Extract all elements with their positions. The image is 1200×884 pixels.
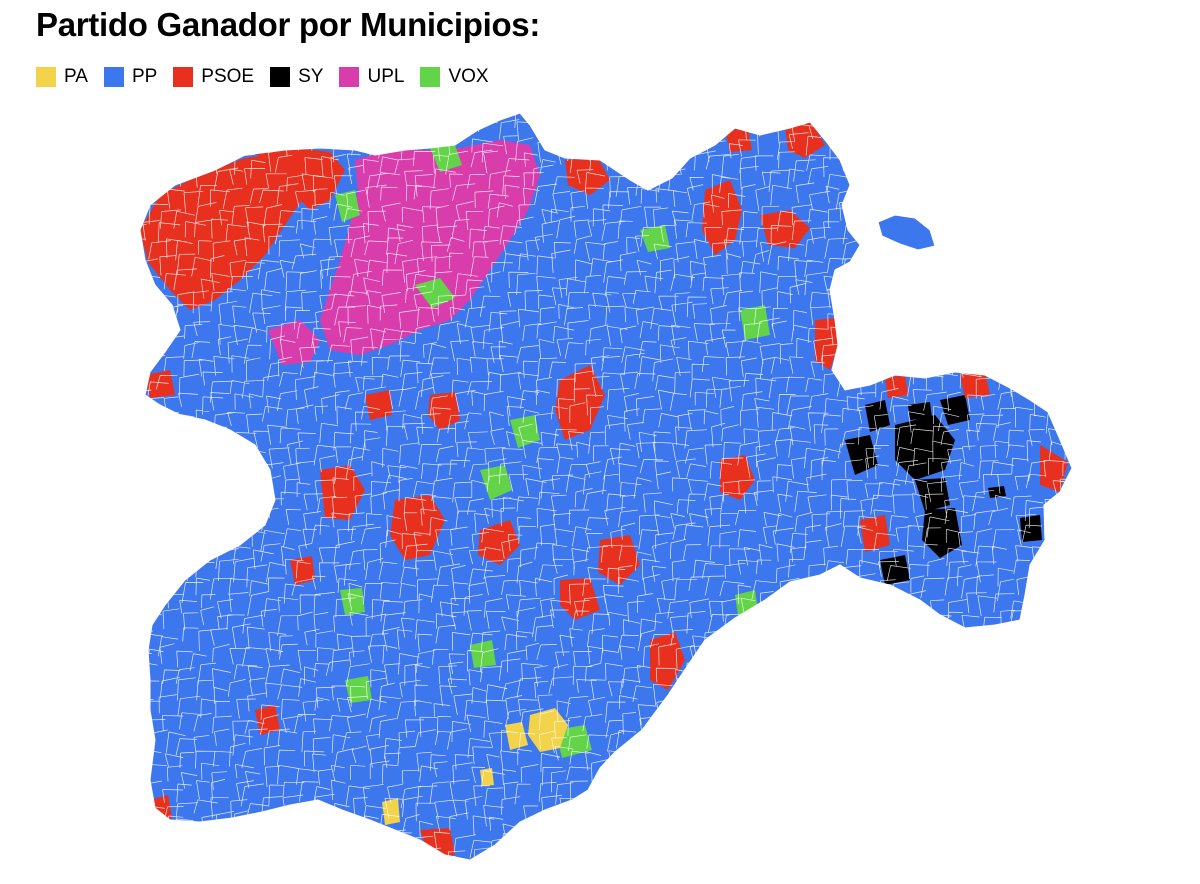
legend-item-upl: UPL [339,67,404,87]
legend-item-pp: PP [103,66,158,87]
psoe-patch-center-9 [650,632,685,690]
legend-swatch-vox [420,67,441,87]
psoe-patch-center-8 [428,392,460,430]
sy-patch-east-2 [895,415,955,480]
legend-swatch-upl [339,67,360,87]
vox-patch-north-2 [415,278,455,308]
legend-item-pa: PA [36,67,88,87]
legend-item-sy: SY [270,67,323,87]
psoe-patch-west-1 [145,370,175,398]
sy-patch-east-8 [1020,515,1042,542]
psoe-patch-east-4 [860,515,890,552]
sy-patch-east-7 [940,395,970,425]
map-title: Partido Ganador por Municipios: [36,6,541,43]
pa-patch-south-2 [505,722,528,750]
psoe-patch-north-center [565,158,610,195]
sy-patch-east-6 [880,555,910,585]
legend-label-pa: PA [64,66,88,87]
vox-patch-center-3 [340,588,365,615]
legend-label-psoe: PSOE [201,66,255,87]
psoe-patch-east-1 [815,318,838,370]
pa-patch-south-1 [528,708,568,752]
legend-item-psoe: PSOE [173,67,254,87]
municipality-map [0,100,1200,884]
legend-label-sy: SY [298,66,324,87]
psoe-patch-northeast-2 [760,210,810,248]
legend-swatch-sy [270,67,291,87]
legend-swatch-pp [103,67,124,87]
vox-patch-center-1 [480,465,512,500]
municipality-map-svg [139,112,1073,861]
legend-swatch-psoe [173,67,194,87]
vox-patch-center-4 [740,305,770,340]
sy-patch-east-5 [922,508,962,558]
legend-label-upl: UPL [367,66,405,87]
exclave-northeast [877,214,936,251]
sy-patch-east-3 [845,435,878,475]
vox-patch-center-2 [510,415,540,448]
sy-patch-east-1 [865,400,890,432]
legend-label-pp: PP [131,66,158,87]
legend-label-vox: VOX [448,66,489,87]
psoe-patch-east-5 [885,375,908,398]
psoe-patch-center-5 [560,578,600,620]
vox-patch-north-1 [430,145,462,172]
sy-patch-east-9 [908,402,932,420]
psoe-patch-center-6 [478,520,520,565]
psoe-patch-center-2 [390,495,445,560]
psoe-patch-center-7 [720,455,755,500]
legend-swatch-pa [36,67,56,87]
vox-patch-center-6 [470,640,496,668]
upl-patch-north [320,140,540,355]
legend: PA PP PSOE SY UPL VOX [36,67,505,87]
legend-item-vox: VOX [420,66,489,87]
sy-patch-east-10 [988,486,1006,498]
psoe-patch-center-1 [555,365,605,440]
psoe-patch-northeast-3 [785,122,825,158]
psoe-patch-east-3 [1040,445,1068,492]
